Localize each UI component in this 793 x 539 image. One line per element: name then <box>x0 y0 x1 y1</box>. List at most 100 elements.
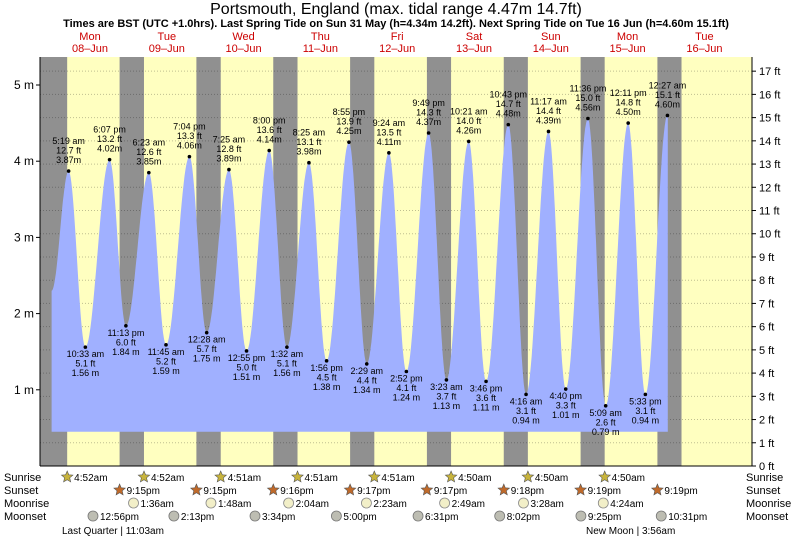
high-tide-label: 4.56m <box>575 103 600 113</box>
y-tick-label-m: 5 m <box>14 78 34 92</box>
sunset-time: 9:19pm <box>588 486 621 497</box>
high-tide-label: 13.3 ft <box>177 131 203 141</box>
moonset-icon <box>575 510 587 522</box>
y-tick-label-ft: 11 ft <box>759 206 780 218</box>
y-tick-label-ft: 13 ft <box>759 159 780 171</box>
y-tick-label-ft: 0 ft <box>759 461 774 473</box>
y-tick-label-ft: 17 ft <box>759 66 780 78</box>
high-tide-label: 6:07 pm <box>93 125 126 135</box>
high-tide-label: 14.4 ft <box>536 106 562 116</box>
tide-area <box>51 115 668 432</box>
high-tide-point <box>66 169 71 173</box>
low-tide-point <box>324 359 329 363</box>
low-tide-label: 6.0 ft <box>116 337 137 347</box>
y-tick-label-ft: 15 ft <box>759 113 780 125</box>
high-tide-label: 4.50m <box>616 107 641 117</box>
low-tide-point <box>524 392 528 397</box>
low-tide-label: 12:55 pm <box>228 353 266 363</box>
high-tide-label: 7:04 pm <box>173 122 206 132</box>
high-tide-label: 3.85m <box>136 157 161 167</box>
day-date: 15–Jun <box>610 43 646 55</box>
high-tide-label: 14.7 ft <box>496 99 522 109</box>
sunset-time: 9:15pm <box>127 486 160 497</box>
day-headers: Mon08–JunTue09–JunWed10–JunThu11–JunFri1… <box>72 31 722 55</box>
high-tide-label: 9:24 am <box>373 118 406 128</box>
sunrise-icon <box>521 470 535 483</box>
sunrise-icon <box>444 470 458 483</box>
moonrise-icon <box>283 497 295 509</box>
low-tide-label: 1.51 m <box>233 372 261 382</box>
moonrise-icon <box>361 497 372 509</box>
sunset-icon <box>574 483 588 496</box>
moonset-icon <box>168 510 180 522</box>
low-tide-point <box>204 330 209 335</box>
high-tide-label: 13.2 ft <box>97 134 123 144</box>
low-tide-label: 1.56 m <box>273 368 301 378</box>
moonset-row-label-right: Moonset <box>746 511 788 523</box>
sunrise-icon <box>214 470 228 483</box>
sunset-icon <box>266 483 280 496</box>
y-tick-label-m: 1 m <box>14 383 34 397</box>
low-tide-label: 2:52 pm <box>390 374 423 384</box>
day-name: Mon <box>617 31 638 43</box>
moonset-time: 10:31pm <box>668 512 707 523</box>
low-tide-label: 11:45 am <box>148 347 185 357</box>
moonset-icon <box>655 510 667 522</box>
low-tide-point <box>484 379 488 384</box>
moon-phase-new-moon: New Moon | 3:56am <box>586 526 675 537</box>
low-tide-label: 1.13 m <box>433 401 461 411</box>
low-tide-point <box>563 387 568 391</box>
moonset-time: 6:31pm <box>425 512 458 523</box>
sunrise-icon <box>367 470 381 483</box>
moonset-time: 12:56pm <box>100 512 139 523</box>
day-name: Wed <box>232 31 254 43</box>
high-tide-label: 15.1 ft <box>655 90 681 100</box>
low-tide-point <box>244 349 249 353</box>
high-tide-point <box>426 131 431 135</box>
moonrise-icon <box>439 497 451 509</box>
sunrise-icon <box>598 470 612 483</box>
sunrise-row-label-left: Sunrise <box>4 472 41 484</box>
y-tick-label-ft: 14 ft <box>759 136 780 148</box>
low-tide-point <box>83 345 88 349</box>
high-tide-point <box>626 121 630 125</box>
y-tick-label-ft: 2 ft <box>759 415 774 427</box>
high-tide-label: 5:19 am <box>52 136 85 146</box>
sunrise-time: 4:51am <box>381 473 414 484</box>
y-tick-label-ft: 7 ft <box>759 298 774 310</box>
high-tide-point <box>546 129 551 134</box>
moonset-time: 9:25pm <box>588 512 621 523</box>
high-tide-point <box>665 113 670 118</box>
low-tide-label: 1.24 m <box>393 393 421 403</box>
low-tide-point <box>603 404 608 408</box>
sunset-icon <box>113 483 127 496</box>
sunrise-time: 4:51am <box>228 473 261 484</box>
sunrise-row-label-right: Sunrise <box>746 472 783 484</box>
moonrise-time: 2:23am <box>373 499 406 510</box>
sunset-time: 9:16pm <box>280 486 313 497</box>
high-tide-label: 15.0 ft <box>575 93 601 103</box>
sunset-icon <box>189 483 203 496</box>
high-tide-label: 14.0 ft <box>456 116 482 126</box>
low-tide-label: 1.11 m <box>473 402 500 412</box>
high-tide-label: 14.3 ft <box>416 108 442 118</box>
tide-curve <box>51 115 668 432</box>
high-tide-label: 10:21 am <box>450 106 488 116</box>
high-tide-point <box>307 160 311 165</box>
day-date: 10–Jun <box>226 43 262 55</box>
high-tide-label: 10:43 pm <box>490 90 528 100</box>
chart-title: Portsmouth, England (max. tidal range 4.… <box>210 1 582 18</box>
high-tide-label: 11:17 am <box>530 96 567 106</box>
high-tide-label: 9:49 pm <box>412 98 445 108</box>
high-tide-label: 4.06m <box>177 141 202 151</box>
low-tide-label: 3.1 ft <box>516 406 537 416</box>
high-tide-label: 3.87m <box>56 155 81 165</box>
low-tide-label: 1.38 m <box>313 382 341 392</box>
high-tide-point <box>267 148 272 153</box>
low-tide-label: 4.4 ft <box>357 375 378 385</box>
low-tide-point <box>364 362 369 366</box>
low-tide-label: 10:33 am <box>67 349 105 359</box>
high-tide-label: 11:36 pm <box>569 84 606 94</box>
low-tide-label: 1.34 m <box>353 385 381 395</box>
